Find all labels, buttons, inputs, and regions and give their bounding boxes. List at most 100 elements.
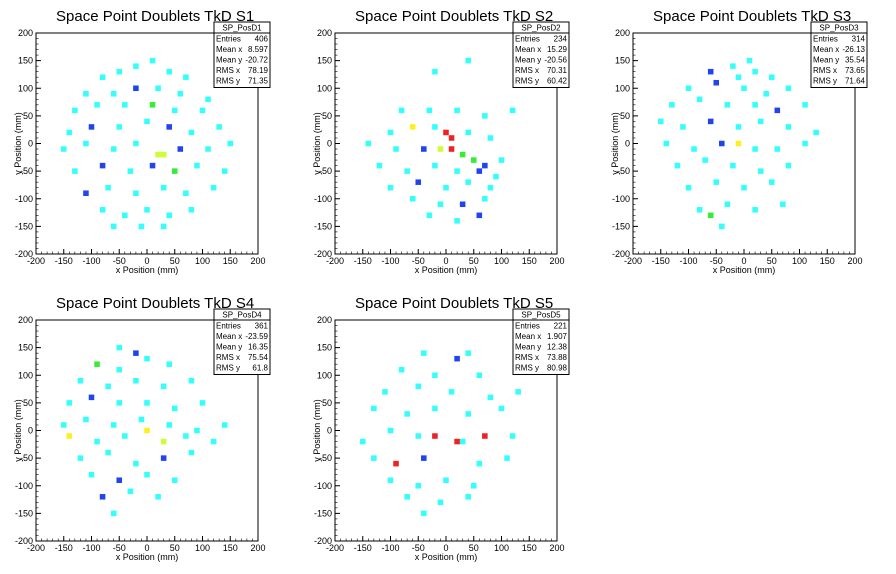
histogram-bin <box>144 355 150 362</box>
x-tick-label: 50 <box>469 543 479 553</box>
stats-value: 234 <box>554 35 568 44</box>
stats-label: RMS y <box>216 364 240 373</box>
histogram-bin <box>99 74 106 80</box>
x-tick-label: 0 <box>144 256 149 266</box>
histogram-bin <box>426 107 433 114</box>
histogram-bin <box>376 162 383 169</box>
y-axis-label: y Position (mm) <box>312 112 322 175</box>
histogram-bin <box>99 494 106 500</box>
y-tick-label: -100 <box>15 194 33 204</box>
stats-label: Entries <box>216 35 241 44</box>
histogram-bin <box>454 107 460 114</box>
histogram-bin <box>802 140 808 147</box>
x-tick-label: -200 <box>624 256 642 266</box>
x-tick-label: 200 <box>250 543 265 553</box>
y-axis-label: y Position (mm) <box>13 112 23 175</box>
histogram-bin <box>188 449 195 456</box>
histogram-bin <box>77 378 84 384</box>
x-tick-label: 50 <box>469 256 479 266</box>
stats-box: SP_PosD2 Entries 234 Mean x 15.29 Mean y -20.5… <box>512 21 570 88</box>
plot-panel-3: Space Point Doublets TkD S3-200 -150 -100-… <box>610 8 868 275</box>
x-tick-label: -100 <box>381 256 399 266</box>
histogram-bin <box>188 207 195 213</box>
histogram-bin <box>757 168 764 174</box>
histogram-bin <box>680 124 686 130</box>
histogram-bin <box>459 201 466 208</box>
histogram-bin <box>72 107 78 114</box>
y-tick-label: 0 <box>28 139 33 149</box>
stats-value: 70.31 <box>547 66 568 75</box>
histogram-bin <box>171 405 178 412</box>
x-tick-label: -150 <box>55 543 73 553</box>
histogram-bin <box>432 433 438 439</box>
stats-value: 15.29 <box>547 45 568 54</box>
histogram-bin <box>387 184 394 191</box>
histogram-bin <box>465 494 471 500</box>
y-tick-label: -100 <box>612 194 630 204</box>
stats-label: Mean y <box>216 56 242 65</box>
histogram-bin <box>66 400 73 406</box>
histogram-bin <box>685 184 692 191</box>
histogram-bin <box>432 162 438 169</box>
stats-value: -26.13 <box>842 45 865 54</box>
histogram-bin <box>72 168 78 174</box>
histogram-bin <box>421 146 427 152</box>
histogram-bin <box>813 129 819 136</box>
histogram-bin <box>482 433 488 439</box>
histogram-bin <box>487 184 494 191</box>
stats-label: RMS x <box>515 66 539 75</box>
x-tick-label: 0 <box>443 543 448 553</box>
x-tick-label: -150 <box>354 256 372 266</box>
histogram-bin <box>763 91 769 97</box>
histogram-bin <box>210 438 217 445</box>
histogram-bin <box>83 416 89 423</box>
histogram-bin <box>437 201 444 208</box>
stats-label: Entries <box>813 35 838 44</box>
x-tick-label: 100 <box>195 543 210 553</box>
histogram-bin <box>166 124 172 130</box>
histogram-bin <box>122 212 128 219</box>
histogram-bin <box>221 168 228 174</box>
histogram-bin <box>216 124 222 130</box>
histogram-bin <box>421 510 427 517</box>
plot-title: Space Point Doublets TkD S5 <box>355 295 553 312</box>
histogram-bin <box>498 405 505 412</box>
histogram-bin <box>691 146 697 152</box>
x-tick-label: 200 <box>250 256 265 266</box>
y-tick-label: -150 <box>314 508 332 518</box>
stats-label: Mean x <box>813 45 839 54</box>
plot-title: Space Point Doublets TkD S4 <box>56 295 254 312</box>
histogram-bin <box>371 455 377 461</box>
x-tick-label: 100 <box>494 256 509 266</box>
x-tick-label: 100 <box>792 256 807 266</box>
histogram-bin <box>498 157 505 163</box>
histogram-bin <box>398 107 405 114</box>
stats-label: RMS x <box>216 66 240 75</box>
histogram-bin <box>105 184 111 191</box>
histogram-bin <box>94 438 100 445</box>
histogram-bin <box>465 179 471 185</box>
stats-label: RMS y <box>515 364 539 373</box>
histogram-bin <box>437 499 444 506</box>
y-tick-label: -150 <box>15 508 33 518</box>
histogram-bin <box>210 184 217 191</box>
histogram-bin <box>768 74 775 80</box>
histogram-bin <box>66 433 73 439</box>
stats-value: 80.98 <box>547 364 568 373</box>
y-tick-label: 150 <box>18 56 33 66</box>
histogram-bin <box>437 146 444 152</box>
histogram-bin <box>205 96 211 103</box>
histogram-bin <box>166 422 172 428</box>
x-axis-label: x Position (mm) <box>116 265 179 275</box>
histogram-bin <box>669 102 675 108</box>
histogram-bin <box>94 102 100 108</box>
stats-value: 73.88 <box>547 353 568 362</box>
histogram-bin <box>199 400 206 406</box>
histogram-bin <box>735 140 742 147</box>
histogram-bin <box>509 433 516 439</box>
histogram-bin <box>66 129 73 136</box>
histogram-bin <box>707 68 714 75</box>
histogram-bin <box>785 162 792 169</box>
histogram-bin <box>404 494 410 500</box>
